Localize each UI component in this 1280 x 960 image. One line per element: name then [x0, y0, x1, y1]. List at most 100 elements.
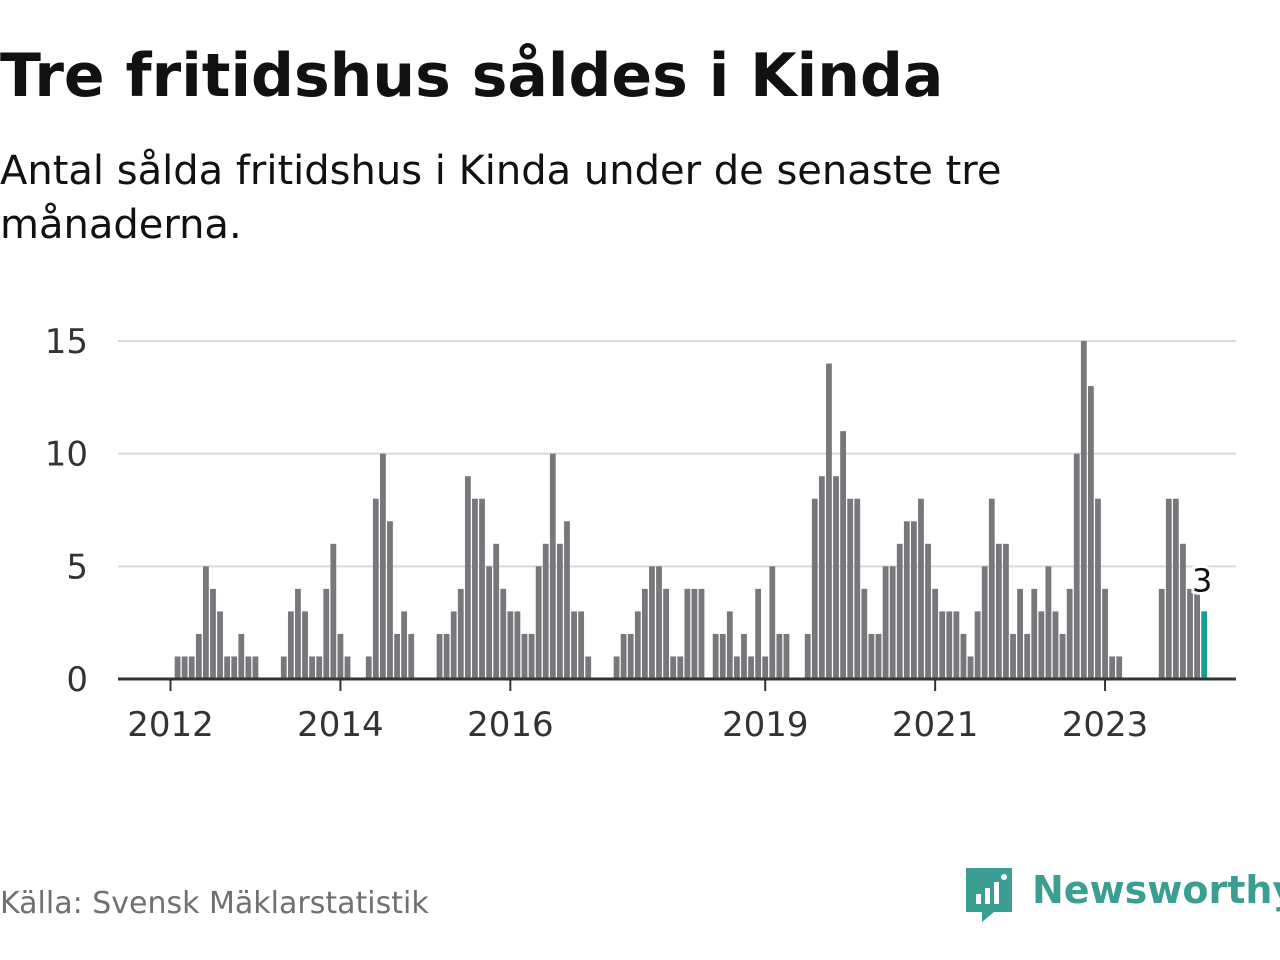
bar — [649, 566, 655, 679]
bar — [287, 611, 294, 679]
y-axis-labels: 0 5 10 15 — [45, 322, 88, 700]
bar — [995, 543, 1002, 679]
bar — [670, 656, 677, 679]
bar — [1080, 341, 1087, 679]
bar — [988, 498, 995, 679]
bar — [295, 588, 301, 679]
bar — [847, 498, 854, 679]
bar — [804, 633, 811, 679]
bar — [1003, 543, 1009, 679]
bar — [521, 633, 528, 679]
x-tick-label: 2021 — [892, 705, 979, 745]
chart-subtitle: Antal sålda fritidshus i Kinda under de … — [0, 148, 1002, 248]
bar — [656, 566, 662, 679]
bar — [344, 656, 351, 679]
bar — [585, 656, 592, 679]
bar — [741, 633, 747, 679]
bar — [634, 611, 641, 679]
newsworthy-logo-icon — [966, 868, 1012, 922]
x-tick-label: 2016 — [467, 705, 554, 745]
bar — [436, 633, 443, 679]
bar-chart: 0 5 10 15 2012 2014 2016 2019 2021 2023 3 — [45, 322, 1236, 745]
bar — [833, 476, 839, 679]
bar — [500, 588, 507, 679]
y-tick-label: 15 — [45, 322, 88, 362]
x-tick-label: 2014 — [297, 705, 384, 745]
bar — [1158, 588, 1165, 679]
bar — [1073, 453, 1080, 679]
bar — [818, 476, 825, 679]
bar — [330, 543, 337, 679]
bar — [1165, 498, 1172, 679]
bar — [726, 611, 733, 679]
bar — [1095, 498, 1101, 679]
bar — [408, 633, 415, 679]
bar — [224, 656, 231, 679]
bar — [457, 588, 464, 679]
bar — [953, 611, 960, 679]
bars — [174, 341, 1208, 679]
bar — [528, 633, 535, 679]
bar — [1102, 588, 1108, 679]
newsworthy-logo[interactable]: Newsworthy — [964, 864, 1280, 928]
bar — [203, 566, 209, 679]
bar — [372, 498, 379, 679]
highlight-annotation: 3 — [1189, 558, 1215, 602]
bar — [854, 498, 861, 679]
bar — [1172, 498, 1179, 679]
bar — [245, 656, 252, 679]
bar — [394, 633, 400, 679]
bar — [641, 588, 648, 679]
bar — [252, 656, 259, 679]
bar — [875, 633, 882, 679]
y-tick-label: 10 — [45, 435, 88, 475]
bar — [365, 656, 372, 679]
bar — [1024, 633, 1031, 679]
bar — [783, 633, 790, 679]
bar — [507, 611, 514, 679]
bar — [564, 521, 570, 679]
chart-title: Tre fritidshus såldes i Kinda — [0, 41, 944, 111]
bar — [514, 611, 521, 679]
bar — [450, 611, 457, 679]
bar — [309, 656, 315, 679]
gridlines — [118, 340, 1236, 568]
bar — [493, 543, 500, 679]
bar — [1010, 633, 1016, 679]
bar — [1109, 656, 1116, 679]
bar — [1038, 611, 1045, 679]
bar — [337, 633, 344, 679]
bar — [882, 566, 889, 679]
bar — [762, 656, 769, 679]
bar — [684, 588, 691, 679]
bar — [896, 543, 903, 679]
bar — [1066, 588, 1073, 679]
bar — [868, 633, 875, 679]
bar — [769, 566, 776, 679]
highlight-value-label: 3 — [1192, 561, 1212, 599]
bar — [238, 633, 245, 679]
bar — [486, 566, 492, 679]
bar — [380, 453, 386, 679]
bar — [826, 363, 832, 679]
bar — [967, 656, 974, 679]
y-tick-label: 0 — [66, 660, 88, 700]
x-tick-label: 2012 — [127, 705, 214, 745]
bar — [217, 611, 223, 679]
bar — [1194, 588, 1200, 679]
bar — [1180, 543, 1186, 679]
bar — [981, 566, 988, 679]
bar — [323, 588, 330, 679]
bar — [1088, 386, 1094, 679]
bar — [571, 611, 577, 679]
bar — [918, 498, 924, 679]
highlight-bar — [1201, 611, 1208, 679]
bar — [776, 633, 783, 679]
bar — [557, 543, 563, 679]
bar — [479, 498, 485, 679]
bar — [1031, 588, 1038, 679]
bar — [387, 521, 393, 679]
bar — [1116, 656, 1123, 679]
bar — [535, 566, 542, 679]
x-tick-label: 2023 — [1062, 705, 1149, 745]
